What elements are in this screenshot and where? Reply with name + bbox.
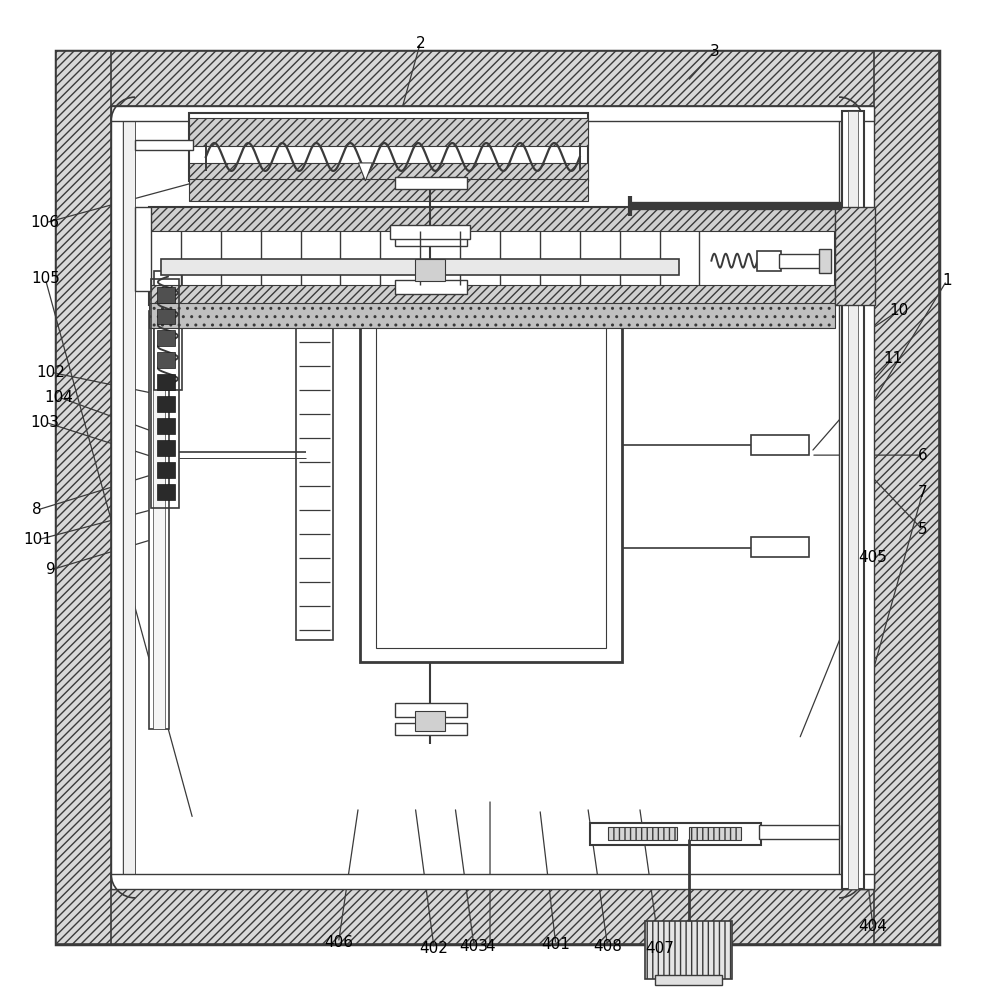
Bar xyxy=(161,259,680,275)
Text: 104: 104 xyxy=(45,390,73,405)
Bar xyxy=(819,249,831,273)
Bar xyxy=(153,311,165,729)
Text: 3: 3 xyxy=(709,44,719,59)
Bar xyxy=(157,418,175,434)
Bar xyxy=(149,207,835,305)
Bar xyxy=(57,51,938,944)
Bar xyxy=(157,396,175,412)
Bar xyxy=(689,827,741,840)
Bar xyxy=(149,207,835,231)
Bar xyxy=(759,825,839,839)
Bar xyxy=(848,111,858,889)
Text: 405: 405 xyxy=(858,550,888,565)
Text: 403: 403 xyxy=(459,939,489,954)
Bar xyxy=(874,51,938,944)
Bar xyxy=(751,435,809,455)
Text: 102: 102 xyxy=(37,365,65,380)
Text: 404: 404 xyxy=(858,919,888,934)
Bar xyxy=(390,225,470,239)
Bar xyxy=(835,207,875,305)
Bar xyxy=(851,111,863,889)
Bar xyxy=(157,352,175,368)
Bar xyxy=(779,254,821,268)
Bar xyxy=(416,711,445,731)
Bar xyxy=(376,307,606,648)
Text: 401: 401 xyxy=(542,937,570,952)
Text: 4: 4 xyxy=(485,939,495,954)
Bar xyxy=(751,537,809,557)
Bar xyxy=(154,271,182,390)
Text: 407: 407 xyxy=(645,941,674,956)
Bar xyxy=(395,280,467,294)
Text: 105: 105 xyxy=(31,271,60,286)
Bar xyxy=(157,287,175,303)
Text: 6: 6 xyxy=(918,448,928,463)
Bar xyxy=(57,51,938,106)
Text: 408: 408 xyxy=(593,939,622,954)
Bar xyxy=(645,921,732,979)
Bar xyxy=(157,440,175,456)
Text: 11: 11 xyxy=(883,351,903,366)
Bar xyxy=(157,374,175,390)
Bar xyxy=(149,285,835,305)
Bar xyxy=(151,279,179,508)
Text: 5: 5 xyxy=(918,522,928,537)
Bar xyxy=(111,111,123,889)
Bar xyxy=(416,259,445,281)
Bar xyxy=(395,723,467,735)
Text: 10: 10 xyxy=(889,303,909,318)
Bar xyxy=(135,207,151,291)
Bar xyxy=(111,874,874,889)
Bar xyxy=(395,177,467,189)
Bar xyxy=(149,311,169,729)
Text: 103: 103 xyxy=(31,415,60,430)
Bar xyxy=(111,106,874,121)
Bar xyxy=(839,111,874,889)
Bar xyxy=(157,330,175,346)
Text: 1: 1 xyxy=(942,273,951,288)
Bar xyxy=(157,484,175,500)
Text: 7: 7 xyxy=(918,485,928,500)
Bar xyxy=(188,118,587,146)
Bar xyxy=(296,311,333,640)
Bar xyxy=(135,140,192,150)
Bar xyxy=(188,113,587,181)
Bar xyxy=(842,111,864,889)
Bar xyxy=(157,462,175,478)
Bar xyxy=(157,309,175,324)
Bar xyxy=(188,163,587,181)
Text: 101: 101 xyxy=(23,532,52,547)
Text: 9: 9 xyxy=(47,562,57,577)
Bar xyxy=(655,975,722,985)
Bar xyxy=(608,827,678,840)
Polygon shape xyxy=(358,163,372,181)
Text: 2: 2 xyxy=(416,36,425,51)
Text: 106: 106 xyxy=(31,215,60,230)
Bar xyxy=(123,111,135,889)
Text: 402: 402 xyxy=(420,941,448,956)
Bar xyxy=(57,889,938,944)
Bar xyxy=(395,234,467,246)
Text: 8: 8 xyxy=(33,502,42,517)
Bar xyxy=(188,179,587,201)
Text: 406: 406 xyxy=(324,935,353,950)
Bar xyxy=(589,823,761,845)
Bar xyxy=(57,51,111,944)
Bar xyxy=(757,251,781,271)
Bar xyxy=(149,303,835,328)
Bar xyxy=(395,703,467,717)
Bar xyxy=(360,293,622,662)
